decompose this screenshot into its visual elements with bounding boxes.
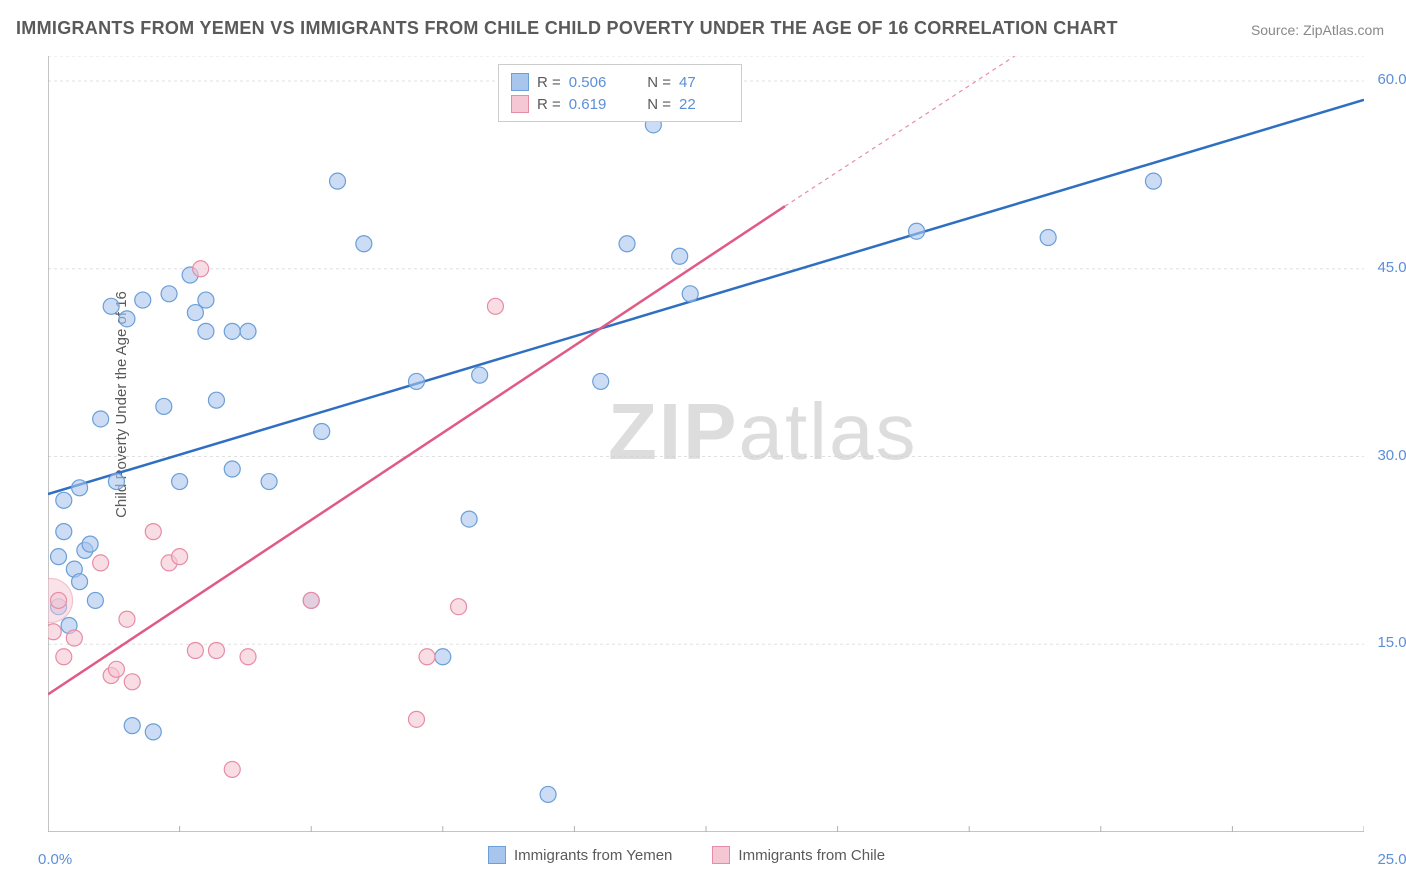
x-tick-label: 0.0% [38, 851, 72, 868]
chart-title: IMMIGRANTS FROM YEMEN VS IMMIGRANTS FROM… [16, 18, 1118, 39]
stats-swatch [511, 73, 529, 91]
correlation-stats-box: R = 0.506 N = 47R = 0.619 N = 22 [498, 64, 742, 122]
legend-swatch [712, 846, 730, 864]
legend-swatch [488, 846, 506, 864]
n-value: 47 [679, 74, 729, 91]
y-tick-label: 45.0% [1377, 259, 1406, 276]
source-label: Source: ZipAtlas.com [1251, 22, 1384, 38]
chart-area: Child Poverty Under the Age of 16 ZIPatl… [48, 56, 1364, 832]
r-value: 0.506 [569, 74, 619, 91]
r-value: 0.619 [569, 96, 619, 113]
r-label: R = [537, 74, 561, 91]
stats-swatch [511, 95, 529, 113]
n-label: N = [647, 74, 671, 91]
n-value: 22 [679, 96, 729, 113]
r-label: R = [537, 96, 561, 113]
stats-row: R = 0.619 N = 22 [511, 93, 729, 115]
y-tick-label: 15.0% [1377, 634, 1406, 651]
y-tick-label: 60.0% [1377, 71, 1406, 88]
scatter-plot [48, 56, 1364, 832]
stats-row: R = 0.506 N = 47 [511, 71, 729, 93]
legend-item: Immigrants from Yemen [488, 846, 672, 864]
legend-label: Immigrants from Chile [738, 847, 885, 864]
legend-label: Immigrants from Yemen [514, 847, 672, 864]
legend-item: Immigrants from Chile [712, 846, 885, 864]
y-tick-label: 30.0% [1377, 447, 1406, 464]
n-label: N = [647, 96, 671, 113]
legend: Immigrants from Yemen Immigrants from Chi… [488, 846, 885, 864]
x-tick-label: 25.0% [1377, 851, 1406, 868]
